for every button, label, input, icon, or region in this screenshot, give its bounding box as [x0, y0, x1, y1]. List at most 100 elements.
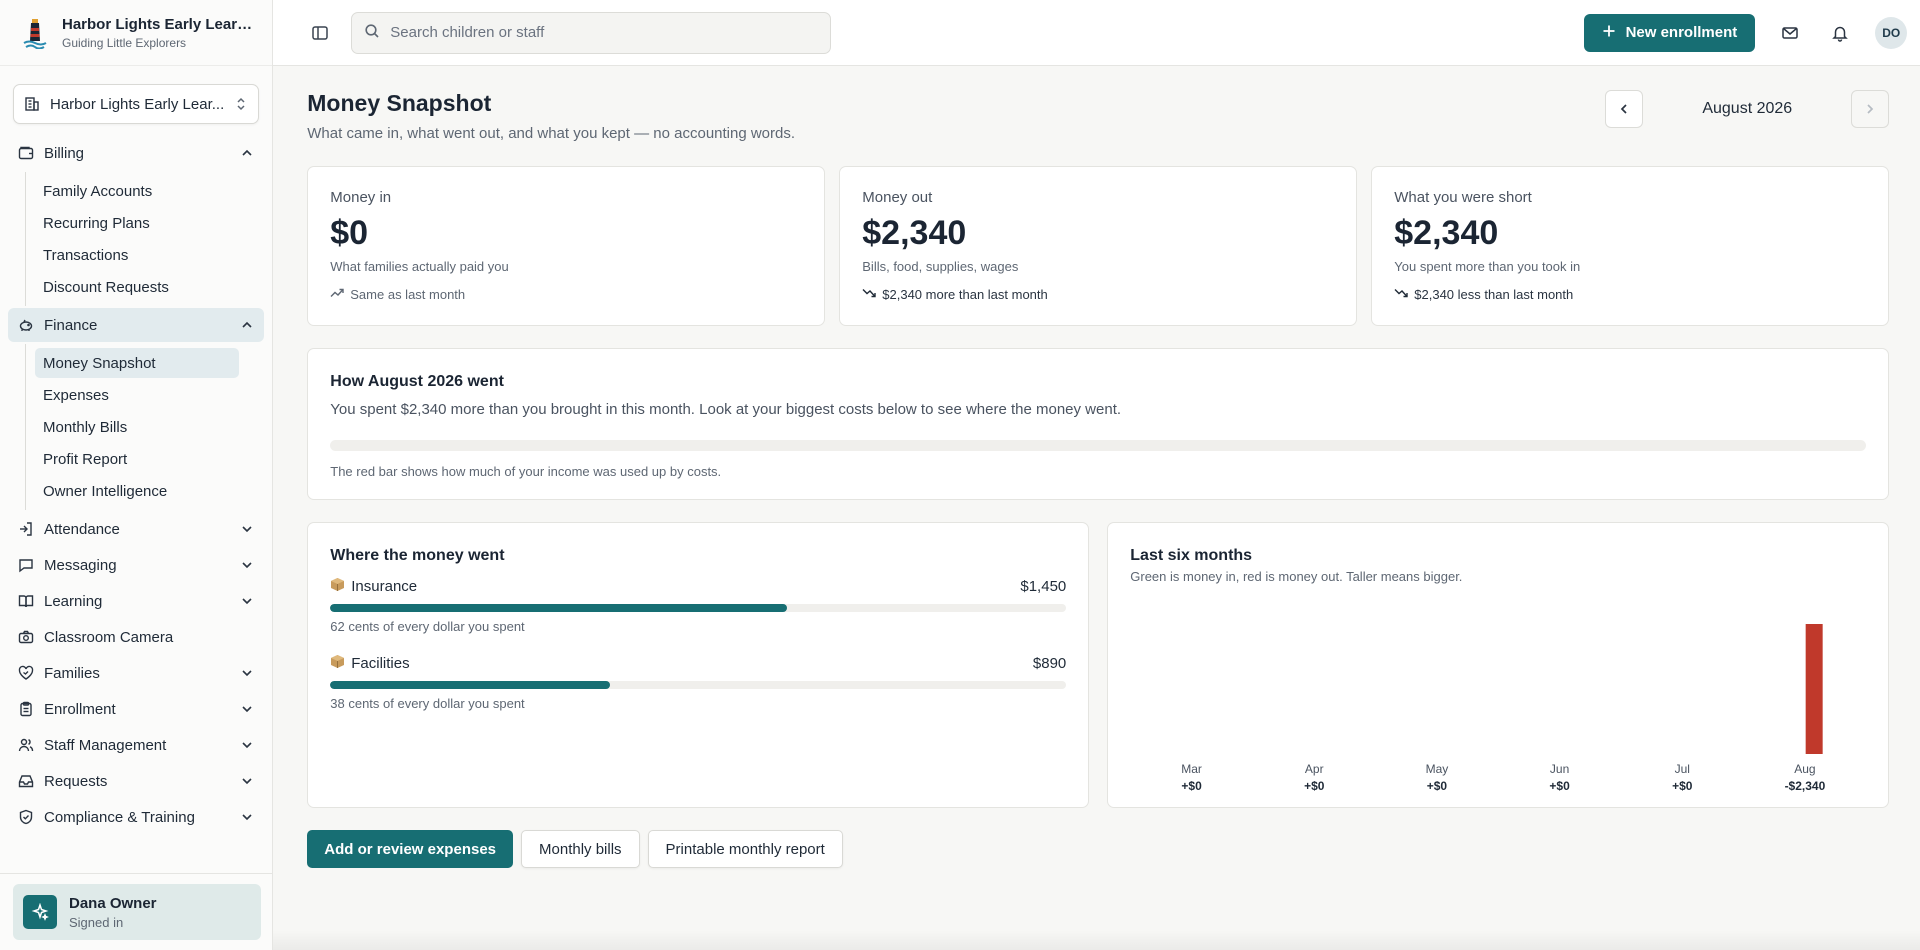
- nav-item-family-accounts[interactable]: Family Accounts: [43, 182, 153, 200]
- summary-text: You spent $2,340 more than you brought i…: [330, 401, 1122, 418]
- trending-down-icon: [862, 286, 876, 303]
- sparkles-icon: [23, 895, 57, 929]
- brand[interactable]: Harbor Lights Early Learn... Guiding Lit…: [0, 0, 273, 66]
- nav-group-label: Billing: [44, 144, 85, 162]
- nav-group-messaging[interactable]: Messaging: [8, 548, 264, 582]
- summary-title: How August 2026 went: [330, 373, 504, 390]
- bell-icon[interactable]: [1825, 18, 1855, 48]
- nav-item-recurring-plans[interactable]: Recurring Plans: [43, 214, 150, 232]
- organization-select[interactable]: Harbor Lights Early Lear...: [13, 84, 260, 124]
- cost-note: 38 cents of every dollar you spent: [330, 696, 525, 711]
- user-avatar[interactable]: DO: [1875, 16, 1908, 49]
- cost-amount: $890: [1032, 655, 1067, 672]
- chevron-down-icon: [240, 738, 254, 752]
- user-name: Dana Owner: [69, 894, 157, 912]
- nav-group-finance[interactable]: Finance: [8, 308, 265, 342]
- sidebar-divider: [0, 873, 273, 874]
- stat-trend-text: Same as last month: [350, 287, 466, 302]
- user-status: Signed in: [69, 914, 124, 930]
- sidebar-toggle-icon[interactable]: [309, 22, 331, 44]
- stat-description: You spent more than you took in: [1394, 259, 1581, 274]
- chart-svg: [1805, 624, 1823, 754]
- nav-group-label: Attendance: [44, 520, 120, 538]
- nav-group-families[interactable]: Families: [8, 656, 264, 690]
- trending-down-icon: [1394, 286, 1408, 303]
- sidebar: Harbor Lights Early Learn... Guiding Lit…: [0, 0, 274, 950]
- nav-group-requests[interactable]: Requests: [8, 764, 264, 798]
- nav-item-monthly-bills[interactable]: Monthly Bills: [43, 418, 128, 436]
- nav-item-profit-report[interactable]: Profit Report: [43, 450, 128, 468]
- log-in-icon: [18, 521, 34, 537]
- nav-group-label: Staff Management: [44, 736, 167, 754]
- lighthouse-logo-icon: [20, 16, 50, 50]
- stat-card-money-in: Money in $0 What families actually paid …: [307, 166, 826, 326]
- plus-icon: [1602, 24, 1616, 42]
- chevron-down-icon: [240, 522, 254, 536]
- monthly-bills-button[interactable]: Monthly bills: [521, 830, 640, 868]
- nav-group-attendance[interactable]: Attendance: [8, 512, 264, 546]
- next-month-button[interactable]: [1851, 90, 1890, 128]
- cost-name: Insurance: [351, 578, 418, 595]
- camera-icon: [18, 629, 34, 645]
- summary-note: The red bar shows how much of your incom…: [330, 464, 722, 479]
- nav-group-staff-management[interactable]: Staff Management: [8, 728, 264, 762]
- nav-group-billing[interactable]: Billing: [8, 136, 264, 170]
- nav-item-discount-requests[interactable]: Discount Requests: [43, 278, 169, 296]
- action-buttons: Add or review expenses Monthly bills Pri…: [307, 830, 1889, 868]
- search-box[interactable]: [351, 11, 832, 54]
- book-open-icon: [18, 593, 34, 609]
- add-review-expenses-button[interactable]: Add or review expenses: [307, 830, 514, 868]
- chevron-up-icon: [240, 318, 254, 332]
- user-card[interactable]: Dana Owner Signed in: [13, 884, 261, 940]
- new-enrollment-button[interactable]: New enrollment: [1583, 13, 1756, 52]
- chart-value-label: +$0: [1304, 779, 1325, 793]
- page-subtitle: What came in, what went out, and what yo…: [307, 125, 796, 142]
- nav-item-classroom-camera[interactable]: Classroom Camera: [8, 620, 264, 654]
- current-month: August 2026: [1702, 100, 1793, 117]
- new-enrollment-label: New enrollment: [1625, 24, 1738, 41]
- nav-item-transactions[interactable]: Transactions: [43, 246, 129, 264]
- brand-name: Harbor Lights Early Learn...: [62, 15, 258, 33]
- cost-bar: [330, 604, 1067, 612]
- cost-row: Facilities $890 38 cents of every dollar…: [330, 654, 1067, 711]
- nav-item-expenses[interactable]: Expenses: [43, 386, 109, 404]
- stat-cards: Money in $0 What families actually paid …: [307, 166, 1890, 326]
- chart-title: Last six months: [1130, 547, 1253, 564]
- cost-bar: [330, 681, 1067, 689]
- chevron-down-icon: [240, 774, 254, 788]
- chart-value-label: +$0: [1426, 779, 1448, 793]
- message-square-icon: [18, 557, 34, 573]
- nav-group-label: Finance: [44, 316, 98, 334]
- nav-group-label: Requests: [44, 772, 108, 790]
- users-icon: [18, 737, 34, 753]
- nav-group-label: Compliance & Training: [44, 808, 195, 826]
- nav-item-owner-intelligence[interactable]: Owner Intelligence: [43, 482, 168, 500]
- nav-group-compliance-training[interactable]: Compliance & Training: [8, 800, 264, 834]
- previous-month-button[interactable]: [1605, 90, 1644, 128]
- stat-trend-text: $2,340 less than last month: [1414, 287, 1574, 302]
- stat-trend: $2,340 more than last month: [862, 286, 1334, 303]
- stat-label: Money in: [330, 189, 392, 206]
- mail-icon[interactable]: [1775, 18, 1805, 48]
- inbox-icon: [18, 773, 34, 789]
- nav-group-enrollment[interactable]: Enrollment: [8, 692, 264, 726]
- search-input[interactable]: [390, 24, 819, 41]
- nav-group-label: Families: [44, 664, 100, 682]
- bottom-shade: [273, 930, 1920, 950]
- cost-bar-fill: [330, 681, 610, 689]
- month-summary-card: How August 2026 went You spent $2,340 mo…: [307, 348, 1890, 500]
- stat-label: Money out: [862, 189, 933, 206]
- chart-tick-label: May: [1425, 762, 1449, 776]
- nav-group-learning[interactable]: Learning: [8, 584, 264, 618]
- nav-group-label: Messaging: [44, 556, 117, 574]
- nav-group-label: Classroom Camera: [44, 628, 174, 646]
- nav-group-label: Enrollment: [44, 700, 116, 718]
- stat-description: Bills, food, supplies, wages: [862, 259, 1019, 274]
- chevrons-up-down-icon: [234, 97, 248, 111]
- nav-item-money-snapshot[interactable]: Money Snapshot: [35, 348, 239, 378]
- stat-trend: Same as last month: [330, 286, 802, 303]
- costs-panel: Where the money went Insurance $1,450 62…: [307, 522, 1090, 808]
- printable-report-button[interactable]: Printable monthly report: [647, 830, 843, 868]
- package-icon: [330, 654, 345, 673]
- cost-bar-fill: [330, 604, 787, 612]
